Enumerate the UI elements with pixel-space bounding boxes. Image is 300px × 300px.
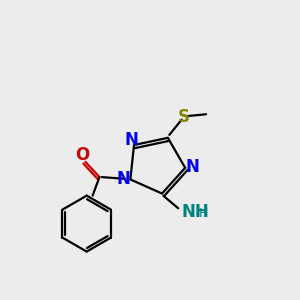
Text: N: N (117, 169, 131, 188)
Text: N: N (124, 131, 138, 149)
Text: N: N (185, 158, 199, 176)
Text: H: H (199, 207, 208, 220)
Text: S: S (178, 108, 190, 126)
Text: NH: NH (181, 203, 209, 221)
Text: O: O (75, 146, 89, 164)
